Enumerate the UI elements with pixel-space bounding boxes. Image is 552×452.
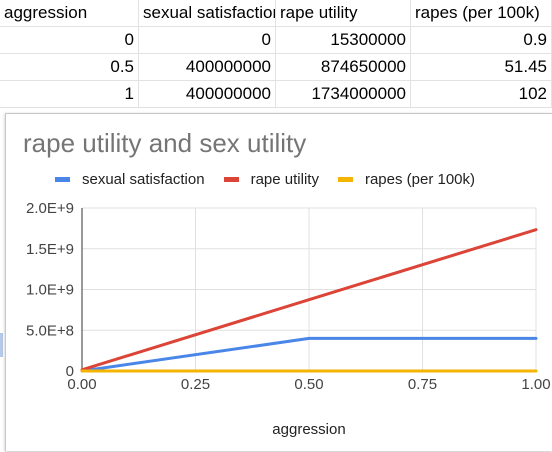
legend-swatch: [337, 177, 353, 182]
x-tick-label: 0.00: [67, 376, 96, 393]
legend-item[interactable]: rape utility: [223, 171, 319, 188]
table-cell[interactable]: 1: [0, 81, 139, 108]
table-cell[interactable]: 15300000: [276, 27, 411, 54]
y-tick-label: 5.0E+8: [26, 322, 74, 339]
table-cell[interactable]: 0: [139, 27, 276, 54]
spreadsheet-grid: aggression sexual satisfaction rape utilit…: [0, 0, 552, 112]
table-cell[interactable]: 1734000000: [276, 81, 411, 108]
chart-plot: 0 5.0E+8 1.0E+9 1.5E+9 2.0E+9 0.00 0.25 0.50 0.7…: [26, 200, 551, 438]
legend-label: sexual satisfaction: [82, 171, 205, 188]
y-tick-label: 1.5E+9: [26, 241, 74, 258]
series-line: [80, 228, 538, 372]
column-header[interactable]: rape utility: [276, 0, 411, 27]
legend-item[interactable]: rapes (per 100k): [337, 171, 476, 188]
x-tick-label: 1.00: [521, 376, 550, 393]
y-tick-label: 2.0E+9: [26, 200, 74, 217]
legend-swatch: [223, 177, 239, 182]
column-header[interactable]: aggression: [0, 0, 139, 27]
legend-label: rape utility: [250, 171, 319, 188]
series-line: [80, 336, 538, 373]
column-header[interactable]: sexual satisfaction: [139, 0, 276, 27]
table-cell[interactable]: 0: [0, 27, 139, 54]
y-tick-label: 1.0E+9: [26, 282, 74, 299]
table-cell[interactable]: 400000000: [139, 81, 276, 108]
legend-swatch: [55, 177, 70, 182]
legend-label: rapes (per 100k): [364, 171, 476, 188]
chart-title: rape utility and sex utility: [23, 128, 307, 158]
table-cell[interactable]: 0.9: [411, 27, 552, 54]
x-tick-label: 0.75: [408, 376, 437, 393]
x-axis-title: aggression: [272, 421, 345, 438]
table-cell[interactable]: 102: [411, 81, 552, 108]
table-cell[interactable]: 400000000: [139, 54, 276, 81]
x-tick-label: 0.50: [294, 376, 323, 393]
row-selection-marker: [0, 333, 3, 357]
table-cell[interactable]: 0.5: [0, 54, 139, 81]
table-cell[interactable]: 874650000: [276, 54, 411, 81]
column-header[interactable]: rapes (per 100k): [411, 0, 552, 27]
y-tick-label: 0: [66, 363, 74, 380]
x-tick-label: 0.25: [181, 376, 210, 393]
table-cell[interactable]: 51.45: [411, 54, 552, 81]
chart-legend: sexual satisfaction rape utility rapes (pe…: [55, 169, 494, 188]
chart-container[interactable]: rape utility and sex utility sexual sati…: [5, 113, 552, 451]
legend-item[interactable]: sexual satisfaction: [55, 171, 205, 188]
